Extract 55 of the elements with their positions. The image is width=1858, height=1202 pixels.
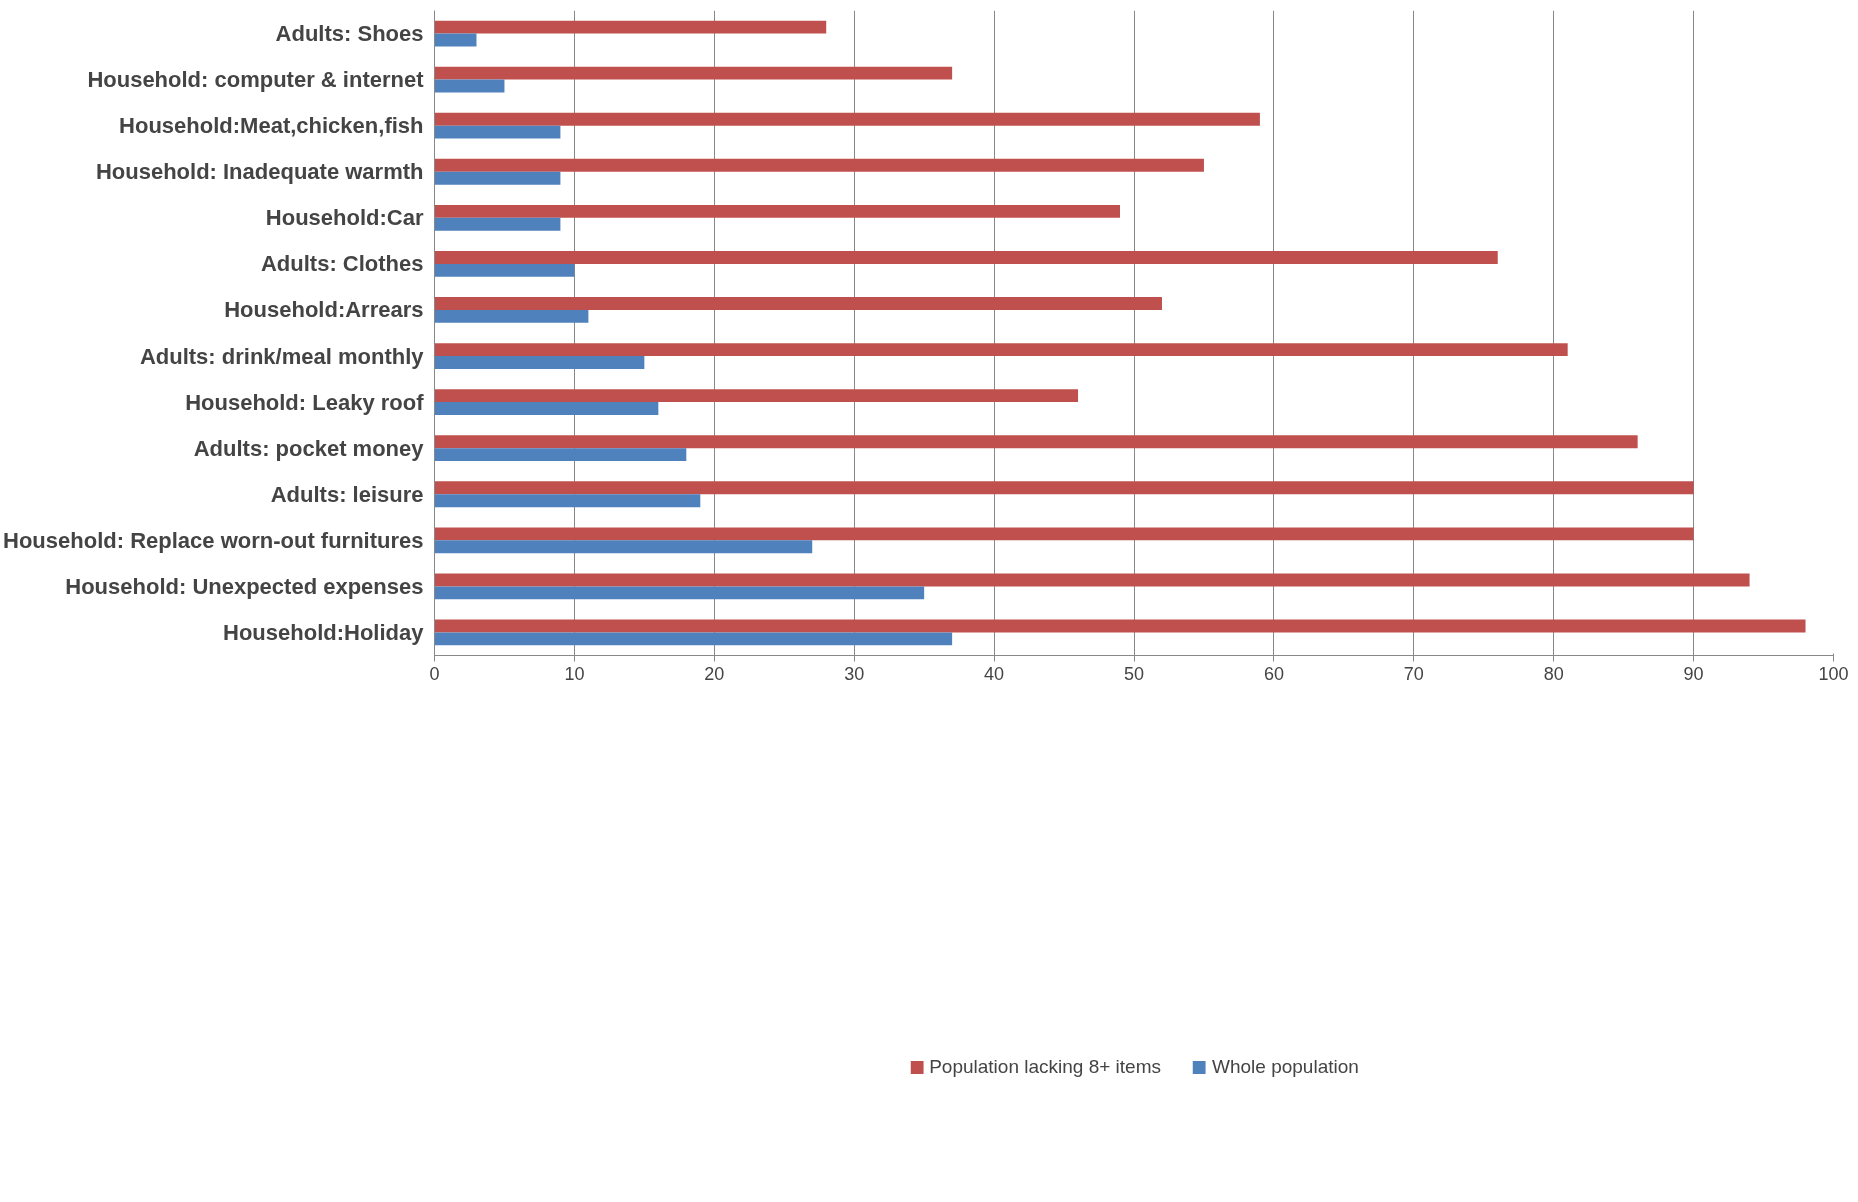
y-tick-label: Household: Replace worn-out furnitures xyxy=(3,527,424,553)
y-tick-label: Adults: Clothes xyxy=(260,251,424,277)
bar xyxy=(434,586,925,600)
bar xyxy=(434,158,1204,172)
legend-label: Population lacking 8+ items xyxy=(929,1055,1162,1078)
bar xyxy=(434,66,953,80)
y-tick-label: Household: computer & internet xyxy=(87,67,425,93)
x-tick-label: 40 xyxy=(984,663,1005,684)
legend-label: Whole population xyxy=(1212,1055,1359,1078)
x-tick-label: 90 xyxy=(1683,663,1704,684)
y-tick-label: Household: Inadequate warmth xyxy=(95,159,424,185)
x-tick-label: 20 xyxy=(704,663,725,684)
bar xyxy=(434,204,1121,218)
x-tick-label: 80 xyxy=(1543,663,1564,684)
bar xyxy=(434,112,1260,126)
y-tick-label: Household:Meat,chicken,fish xyxy=(119,113,424,139)
x-tick-label: 60 xyxy=(1263,663,1284,684)
x-tick-label: 100 xyxy=(1818,663,1849,684)
bar xyxy=(434,343,1568,357)
bar xyxy=(434,356,645,369)
bar xyxy=(434,540,813,554)
bar xyxy=(434,481,1694,495)
bar xyxy=(434,402,659,416)
bar xyxy=(434,573,1750,587)
bar xyxy=(434,297,1162,310)
bar xyxy=(434,33,477,47)
y-tick-label: Household:Arrears xyxy=(224,297,424,323)
y-tick-label: Household:Car xyxy=(265,205,424,231)
bar xyxy=(434,448,687,462)
bar xyxy=(434,79,505,93)
y-tick-label: Adults: Shoes xyxy=(275,21,424,47)
y-tick-label: Household:Holiday xyxy=(223,619,425,645)
y-tick-label: Household: Leaky roof xyxy=(185,389,425,415)
bar xyxy=(434,171,561,185)
y-tick-label: Adults: drink/meal monthly xyxy=(139,343,425,369)
bar xyxy=(434,527,1694,541)
bar xyxy=(434,632,953,646)
bar xyxy=(434,389,1079,403)
x-tick-label: 50 xyxy=(1123,663,1145,684)
bar xyxy=(434,125,561,139)
x-tick-label: 10 xyxy=(564,663,585,684)
bar xyxy=(434,619,1806,633)
bar xyxy=(434,217,561,231)
x-tick-label: 30 xyxy=(844,663,865,684)
x-tick-label: 0 xyxy=(429,663,440,684)
bar xyxy=(434,250,1498,264)
bar xyxy=(434,20,827,34)
y-tick-label: Adults: pocket money xyxy=(193,435,425,461)
y-tick-label: Household: Unexpected expenses xyxy=(65,573,424,599)
bar xyxy=(434,263,575,277)
y-tick-label: Adults: leisure xyxy=(270,481,424,507)
bar xyxy=(434,309,589,323)
x-tick-label: 70 xyxy=(1403,663,1424,684)
bar xyxy=(434,494,701,508)
bar xyxy=(434,435,1638,449)
